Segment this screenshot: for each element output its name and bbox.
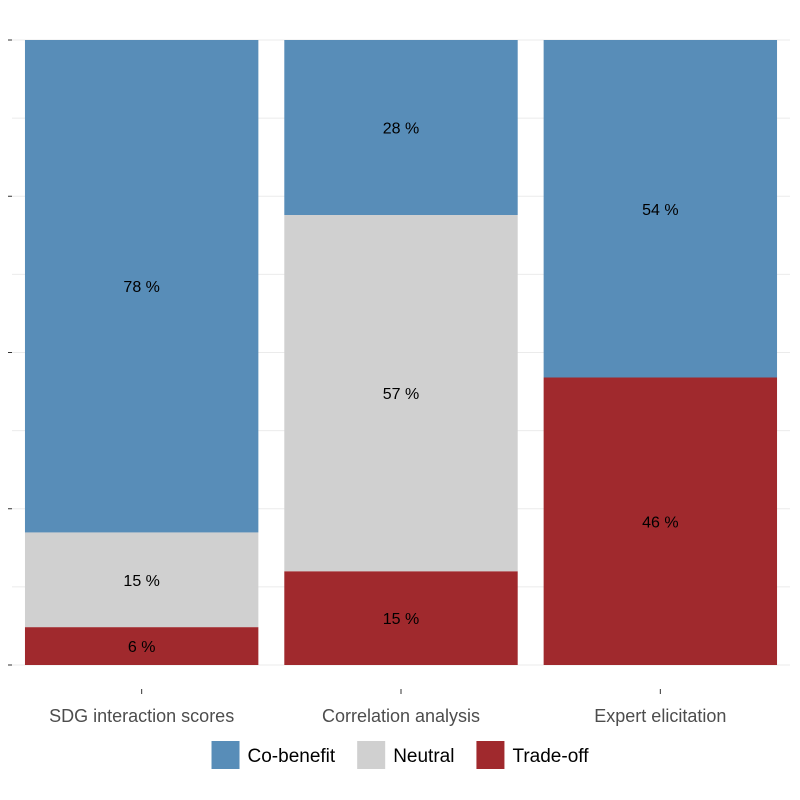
- data-label: 28 %: [383, 121, 419, 138]
- data-label: 15 %: [123, 573, 159, 590]
- bar-segment: [284, 40, 518, 215]
- legend-swatch: [357, 741, 386, 769]
- x-tick-label: Correlation analysis: [322, 706, 480, 726]
- data-label: 54 %: [642, 202, 678, 219]
- data-label: 78 %: [123, 279, 159, 296]
- x-tick-label: Expert elicitation: [594, 706, 726, 726]
- bar-segment: [24, 532, 259, 628]
- bars: [24, 40, 778, 665]
- legend-item: Trade-off: [476, 741, 589, 769]
- legend-swatch: [476, 741, 505, 769]
- legend-label: Neutral: [393, 746, 454, 767]
- segment-labels: 6 % 15 % 78 % 15 % 57 % 28 % 46 % 54 %: [123, 121, 678, 657]
- bar-segment: [543, 377, 778, 665]
- bar-segment: [24, 627, 259, 665]
- data-label: 57 %: [383, 386, 419, 403]
- legend: Co-benefit Neutral Trade-off: [211, 741, 589, 769]
- legend-label: Trade-off: [512, 746, 589, 767]
- data-label: 15 %: [383, 611, 419, 628]
- bar-segment: [284, 215, 518, 572]
- legend-label: Co-benefit: [248, 746, 336, 767]
- legend-swatch: [211, 741, 240, 769]
- bar-segment: [24, 40, 259, 533]
- bar-segment: [284, 571, 518, 665]
- data-label: 6 %: [128, 639, 156, 656]
- y-axis-ticks: [8, 39, 12, 666]
- legend-item: Co-benefit: [211, 741, 336, 769]
- legend-item: Neutral: [357, 741, 454, 769]
- x-tick-label: SDG interaction scores: [49, 706, 234, 726]
- data-label: 46 %: [642, 514, 678, 531]
- x-axis: SDG interaction scores Correlation analys…: [49, 689, 726, 726]
- bar-segment: [543, 40, 778, 378]
